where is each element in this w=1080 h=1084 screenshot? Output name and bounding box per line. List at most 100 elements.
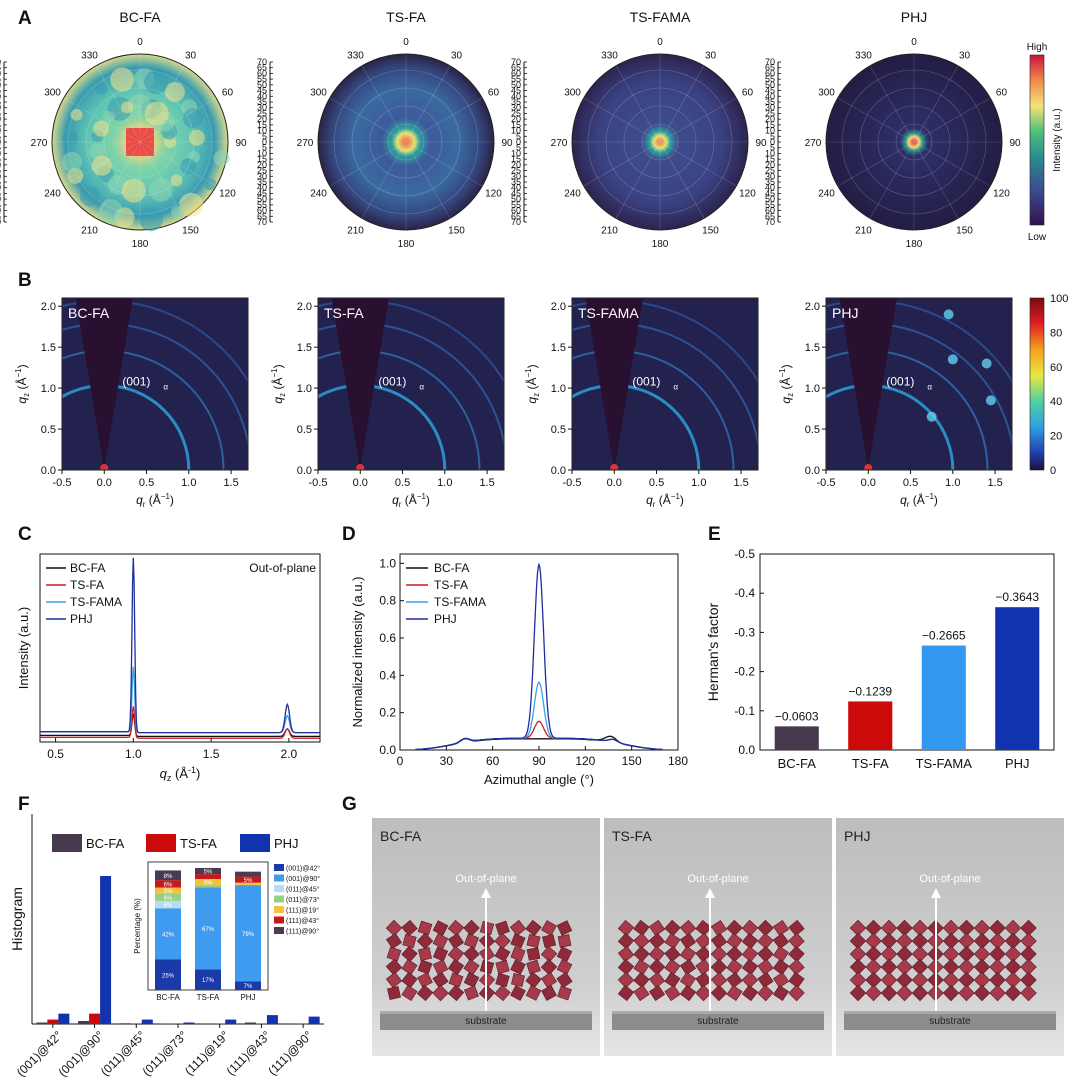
crystal-unit	[679, 919, 697, 937]
crystal-unit	[385, 971, 403, 989]
texture-spot	[91, 155, 112, 176]
crystal-unit	[540, 958, 558, 976]
peak-label-subscript: α	[163, 383, 168, 392]
label-part: (Å	[655, 492, 670, 507]
crystal-unit	[896, 971, 913, 989]
crystal-unit	[1020, 971, 1037, 989]
angle-tick-label: 180	[906, 239, 923, 250]
radial-tick-label: 30	[511, 103, 521, 113]
texture-spot	[102, 110, 115, 123]
crystal-unit	[556, 971, 573, 989]
crystal-unit	[385, 958, 403, 976]
crystal-unit	[989, 958, 1006, 976]
grid-ring	[877, 105, 951, 179]
panel-letter-c: C	[18, 524, 32, 545]
crystal-unit	[788, 971, 805, 989]
grid-ring	[605, 87, 715, 197]
crystal-unit	[418, 947, 432, 961]
y-tick-label: 0.8	[379, 594, 396, 608]
crystal-unit	[664, 932, 681, 950]
inset-stack-segment	[155, 893, 181, 901]
angle-tick-label: 90	[235, 138, 247, 149]
radial-tick-label: 25	[511, 108, 521, 118]
inset-legend-swatch	[274, 895, 284, 903]
panel-g-phj-box: PHJ Out-of-plane substrate	[836, 818, 1064, 1056]
radial-tick-label: 25	[511, 166, 521, 176]
angle-tick-label: 300	[310, 88, 327, 99]
radial-tick-label: 20	[257, 160, 267, 170]
crystal-unit	[447, 932, 465, 950]
angle-tick-label: 240	[818, 189, 835, 200]
grid-ring	[351, 87, 461, 197]
inset-stack-segment	[155, 959, 181, 990]
radial-tick-label: 30	[257, 171, 267, 181]
radial-tick-label: 60	[511, 68, 521, 78]
radial-tick-label: 40	[511, 91, 521, 101]
crystal-unit	[648, 919, 666, 937]
colorbar-high-label: High	[1027, 42, 1048, 53]
legend-label: TS-FA	[180, 836, 217, 851]
grid-ring	[859, 87, 969, 197]
grid-ring	[67, 69, 213, 215]
crystal-unit	[556, 959, 573, 975]
radial-tick-label: 15	[0, 154, 1, 164]
y-tick-label: 1.0	[551, 383, 566, 395]
grid-spoke	[405, 97, 483, 143]
inset-legend-label: (011)@45°	[286, 886, 320, 894]
crystal-unit	[849, 919, 867, 937]
crystal-unit	[679, 984, 697, 1002]
radial-tick-label: 50	[765, 80, 775, 90]
crystal-unit	[1020, 945, 1037, 963]
crystal-unit	[679, 971, 697, 989]
inset-legend-swatch	[274, 906, 284, 913]
crystal-unit	[849, 932, 867, 950]
angle-tick-label: 30	[185, 51, 197, 62]
inset-legend-swatch	[274, 864, 284, 871]
crystal-unit	[432, 959, 449, 975]
radial-tick-label: 60	[0, 68, 1, 78]
crystal-unit	[849, 945, 867, 963]
crystal-unit	[865, 971, 882, 989]
label-part: (Å	[145, 492, 160, 507]
radial-tick-label: 50	[765, 194, 775, 204]
label-part: (Å	[14, 378, 29, 393]
radial-tick-label: 25	[257, 108, 267, 118]
radial-tick-label: 45	[765, 86, 775, 96]
radial-tick-label: 30	[257, 103, 267, 113]
texture-spot	[93, 120, 110, 137]
radial-tick-label: 45	[257, 86, 267, 96]
inset-stack-segment	[235, 885, 261, 982]
peak-label: (001)	[378, 375, 406, 389]
crystal-unit	[447, 958, 465, 976]
crystal-unit	[417, 920, 433, 936]
grid-ring	[641, 123, 679, 161]
crystal-unit	[726, 945, 743, 963]
radial-tick-label: 10	[257, 126, 267, 136]
inset-legend-label: (111)@19°	[286, 907, 319, 915]
texture-spot	[88, 143, 105, 160]
crystal-unit	[865, 945, 882, 963]
y-tick-label: 1.5	[297, 342, 312, 354]
inset-stack-segment	[195, 874, 221, 879]
grid-ring	[587, 69, 733, 215]
angle-tick-label: 270	[805, 138, 822, 149]
grid-spoke	[361, 65, 407, 143]
ring-group	[572, 298, 758, 470]
crystal-unit	[880, 971, 898, 989]
beam-stop-spot	[610, 464, 619, 470]
grid-spoke	[139, 141, 217, 187]
bar	[244, 1022, 256, 1024]
crystal-unit	[617, 984, 635, 1002]
y-tick-label: 1.0	[41, 383, 56, 395]
crystal-unit	[741, 919, 759, 937]
substrate-label: substrate	[380, 1011, 592, 1030]
radial-tick-label: 30	[0, 171, 1, 181]
inset-segment-label: 25%	[162, 973, 175, 979]
radial-tick-label: 50	[0, 80, 1, 90]
radial-tick-label: 70	[257, 217, 267, 227]
crystal-unit	[989, 932, 1006, 950]
bar-value-label: −0.3643	[995, 590, 1039, 604]
grid-spoke	[837, 97, 915, 143]
panel-letter-g: G	[342, 794, 357, 815]
texture-spot	[144, 101, 169, 126]
